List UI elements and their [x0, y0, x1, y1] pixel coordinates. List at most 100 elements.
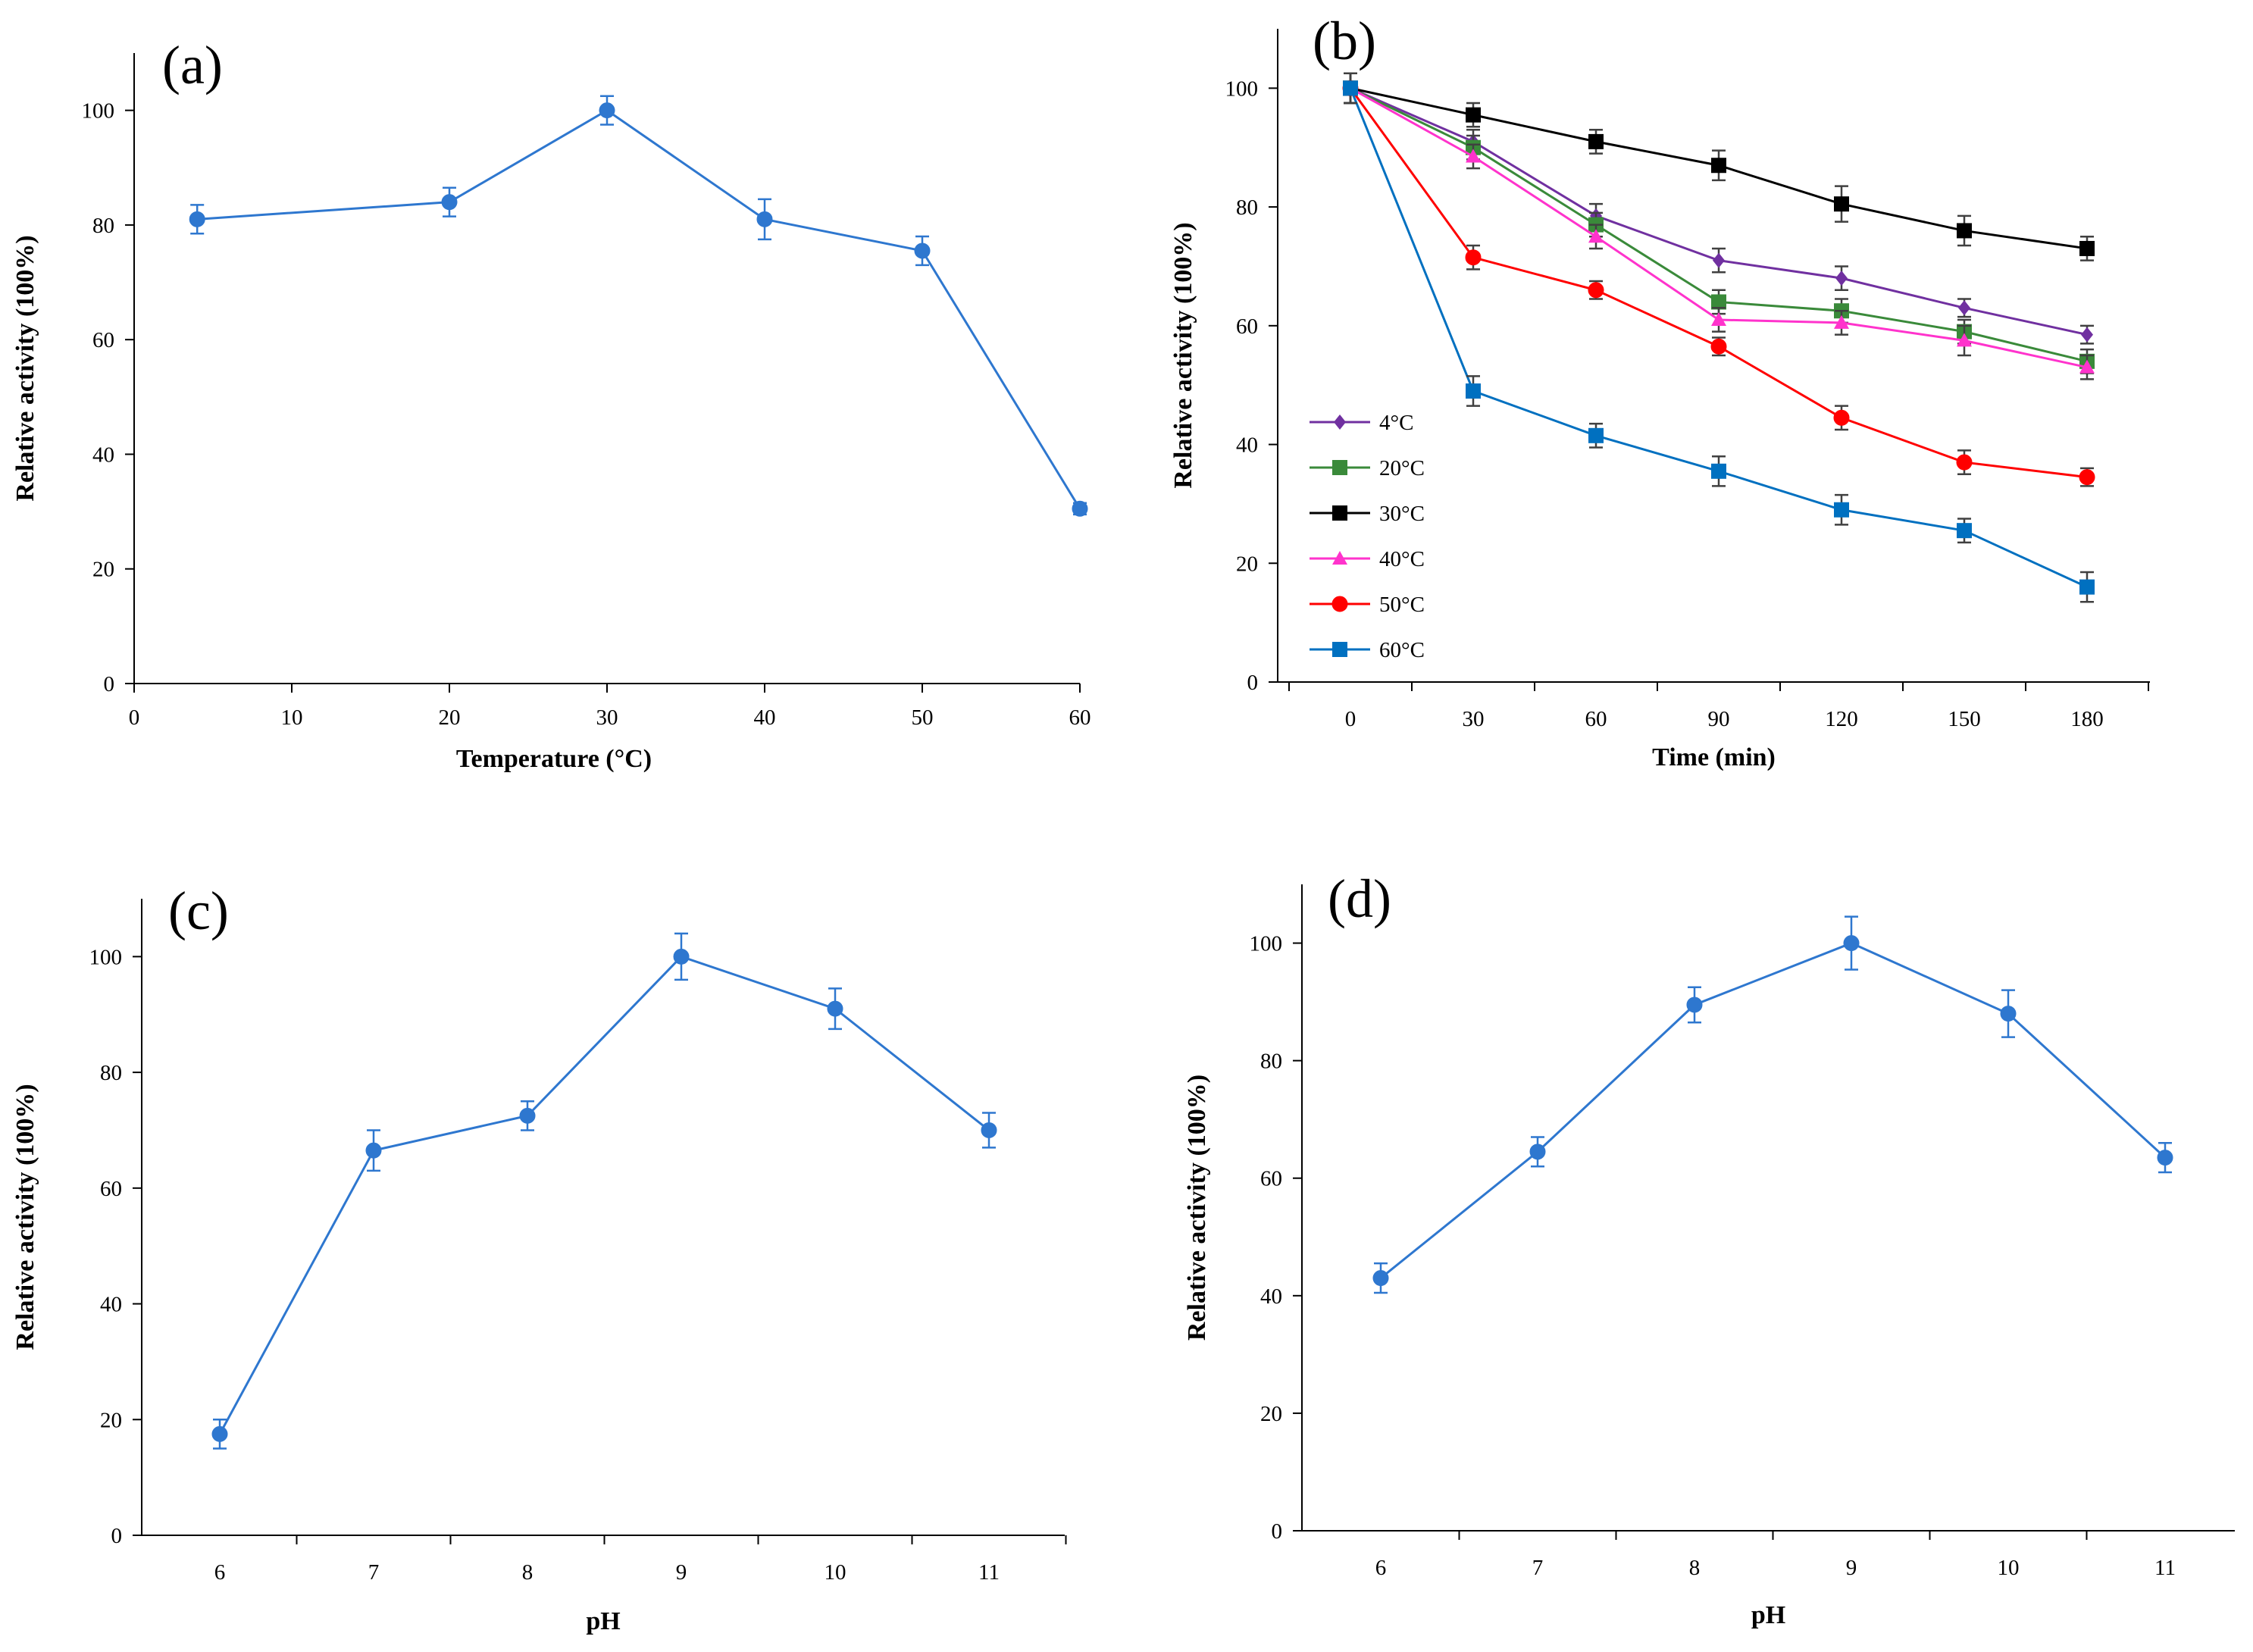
series-40°C: [1343, 72, 2095, 380]
data-point: [1710, 338, 1727, 355]
panel-label: (c): [168, 881, 229, 941]
data-point: [189, 211, 205, 227]
data-point: [1711, 158, 1726, 174]
series-line: [1349, 87, 2088, 479]
y-tick-label: 20: [92, 558, 114, 582]
data-point: [1711, 294, 1726, 310]
x-tick-label: 0: [1345, 707, 1356, 731]
x-tick-label: 6: [214, 1560, 226, 1585]
data-point: [1957, 333, 1972, 347]
x-tick-label: 10: [281, 706, 303, 730]
legend-label: 20°C: [1379, 456, 1425, 480]
data-point: [1957, 523, 1972, 539]
data-point: [1958, 300, 1970, 316]
data-point: [599, 102, 615, 119]
data-point: [211, 1425, 228, 1442]
series-line: [218, 955, 990, 1435]
x-axis-title: Temperature (°C): [456, 745, 652, 773]
data-point: [2079, 579, 2095, 595]
data-point: [1713, 252, 1725, 268]
x-tick-label: 20: [439, 706, 461, 730]
x-tick-label: 30: [596, 706, 618, 730]
x-tick-label: 7: [368, 1560, 380, 1585]
panel-c: 0 20 40 60 80 100 6 7 8 9 10 11 pH Relative activity …: [11, 881, 1067, 1635]
y-tick-label: 100: [82, 99, 115, 124]
legend-label: 4°C: [1379, 411, 1413, 435]
x-tick-label: 11: [2154, 1556, 2176, 1580]
y-tick-label: 80: [1260, 1050, 1282, 1074]
panel-b: 0 20 40 60 80 100 0 30 60 90 120 150 180 Time (min) Re…: [1169, 11, 2150, 771]
data-point: [2157, 1150, 2173, 1166]
series-50°C: [1342, 72, 2095, 487]
x-tick-label: 40: [754, 706, 776, 730]
y-tick-label: 100: [1250, 932, 1283, 956]
series-Activity: [189, 95, 1088, 517]
x-tick-label: 10: [1998, 1556, 2020, 1580]
data-point: [1588, 282, 1604, 299]
series-60°C: [1343, 72, 2095, 603]
x-tick-label: 30: [1463, 707, 1485, 731]
panel-a: 0 20 40 60 80 100 0 10 20 30 40 50 60 Temperature (°C…: [11, 35, 1091, 773]
data-point: [2079, 240, 2095, 256]
legend-marker: [1332, 505, 1347, 521]
y-tick-label: 60: [100, 1177, 122, 1201]
y-tick-label: 0: [1247, 671, 1259, 695]
x-tick-label: 180: [2070, 707, 2104, 731]
data-point: [981, 1122, 997, 1138]
data-point: [1833, 409, 1850, 426]
x-tick-label: 90: [1708, 707, 1730, 731]
x-tick-label: 9: [1846, 1556, 1857, 1580]
legend-marker: [1332, 551, 1347, 565]
data-point: [1711, 463, 1726, 479]
x-tick-label: 11: [978, 1560, 1000, 1585]
y-tick-label: 100: [89, 945, 123, 969]
y-tick-label: 40: [92, 443, 114, 467]
data-point: [1834, 314, 1849, 329]
x-axis-title: pH: [1751, 1601, 1785, 1629]
data-point: [1957, 223, 1972, 239]
x-tick-label: 120: [1825, 707, 1858, 731]
y-tick-label: 60: [92, 328, 114, 352]
x-tick-label: 8: [1689, 1556, 1701, 1580]
panel-label: (b): [1313, 11, 1376, 71]
y-tick-label: 40: [1236, 433, 1258, 458]
x-tick-label: 9: [676, 1560, 687, 1585]
panel-label: (a): [162, 35, 223, 95]
data-point: [2081, 327, 2093, 343]
data-point: [827, 1000, 843, 1017]
data-point: [1529, 1144, 1546, 1160]
panel-label: (d): [1328, 868, 1391, 929]
data-point: [519, 1107, 536, 1124]
y-tick-label: 0: [1272, 1519, 1283, 1544]
y-tick-label: 80: [1236, 196, 1258, 220]
x-axis-title: pH: [586, 1607, 620, 1635]
legend-label: 60°C: [1379, 638, 1425, 662]
y-axis-title: Relative activity (100%): [11, 235, 39, 501]
legend-label: 30°C: [1379, 502, 1425, 526]
legend-marker: [1332, 642, 1347, 657]
y-tick-label: 80: [92, 214, 114, 238]
panel-d: 0 20 40 60 80 100 6 7 8 9 10 11 pH Relative activity …: [1183, 868, 2235, 1629]
y-tick-label: 40: [1260, 1284, 1282, 1309]
legend-marker: [1334, 415, 1346, 430]
data-point: [756, 211, 773, 227]
data-point: [1466, 149, 1481, 163]
data-point: [2079, 469, 2095, 486]
y-axis-title: Relative activity (100%): [11, 1084, 39, 1350]
data-point: [1834, 502, 1849, 518]
y-tick-label: 100: [1225, 77, 1259, 101]
data-point: [2000, 1006, 2017, 1022]
series-line: [1380, 941, 2167, 1279]
x-tick-label: 0: [129, 706, 140, 730]
x-tick-label: 60: [1585, 707, 1607, 731]
series-Activity: [1372, 915, 2173, 1294]
data-point: [1686, 997, 1703, 1013]
y-tick-label: 40: [100, 1293, 122, 1317]
legend-label: 40°C: [1379, 547, 1425, 571]
x-axis-title: Time (min): [1652, 743, 1776, 771]
data-point: [1834, 196, 1849, 212]
series-line: [197, 108, 1081, 510]
data-point: [673, 948, 690, 965]
data-point: [365, 1142, 382, 1159]
